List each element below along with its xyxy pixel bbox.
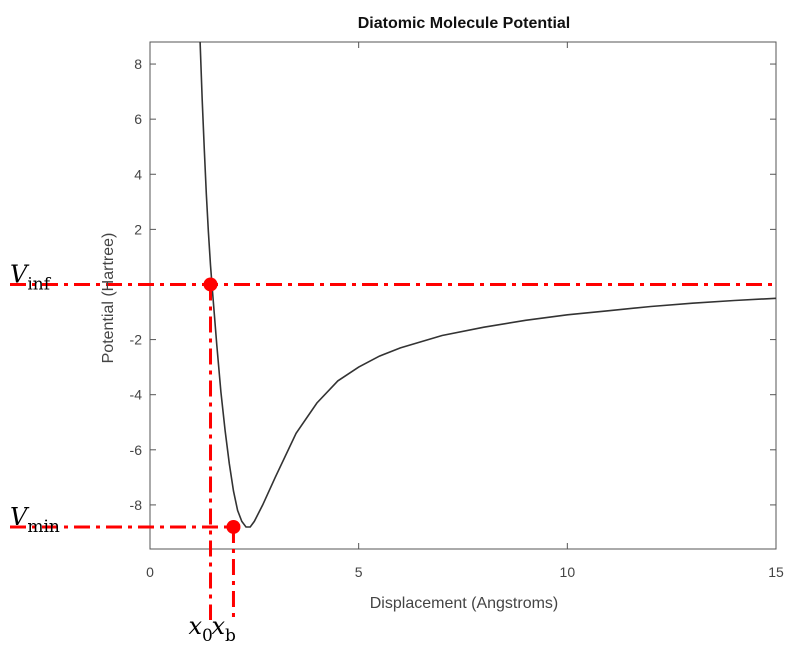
y-tick-label: -6 (130, 442, 143, 458)
y-tick-label: 6 (134, 111, 142, 127)
marker-point (203, 277, 218, 292)
x-tick-label: 5 (355, 564, 363, 580)
marker-point (226, 519, 241, 534)
x-tick-label: 10 (560, 564, 576, 580)
plot-area (149, 41, 777, 550)
chart-title: Diatomic Molecule Potential (358, 15, 570, 32)
y-tick-label: -2 (130, 332, 143, 348)
x-tick-label: 15 (768, 564, 784, 580)
y-tick-label: 2 (134, 221, 142, 237)
x-axis-title: Displacement (Angstroms) (370, 595, 559, 612)
y-axis-title: Potential (Hartree) (100, 233, 117, 364)
annotation-label-min: Vmin (10, 503, 60, 537)
y-tick-label: -4 (130, 387, 143, 403)
y-tick-label: 8 (134, 56, 142, 72)
y-tick-label: -8 (130, 497, 143, 513)
axis-ticks: 0 5 10 15 8 6 4 2 -2 -4 -6 -8 (130, 42, 784, 580)
annotation-label-inf: Vinf (10, 260, 52, 294)
x-tick-label: 0 (146, 564, 154, 580)
y-tick-label: 4 (134, 166, 142, 182)
